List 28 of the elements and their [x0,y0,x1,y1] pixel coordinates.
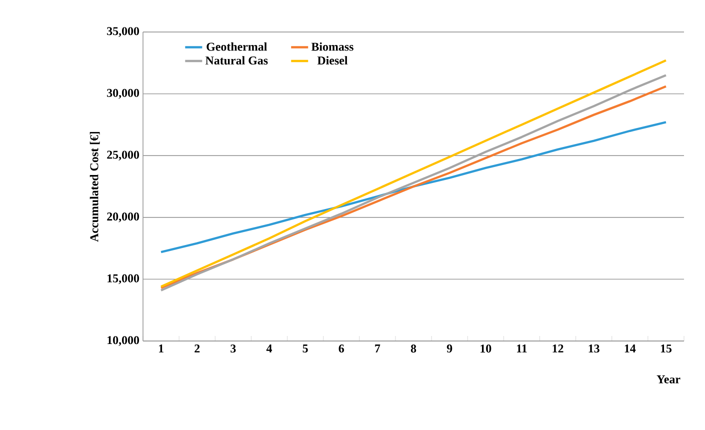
y-tick-label: 30,000 [107,88,140,99]
x-tick-label: 15 [660,344,672,353]
y-tick-label: 20,000 [107,212,140,222]
x-tick-label: 3 [230,344,236,353]
x-tick-label: 7 [375,344,380,352]
x-tick-label: 4 [266,344,272,352]
x-tick-label: 8 [410,344,416,353]
x-tick-label: 10 [480,344,492,353]
line-series [160,121,668,254]
legend-label: Diesel [317,56,348,65]
legend-label: Geothermal [206,42,267,51]
legend-label: Natural Gas [205,56,268,65]
x-tick-label: 12 [552,344,564,352]
y-tick-label: 10,000 [108,336,140,346]
y-tick-label: 35,000 [107,27,140,37]
y-tick-label: 15,000 [108,274,140,284]
x-tick-label: 2 [194,344,200,352]
x-tick-label: 13 [588,344,600,353]
legend-label: Biomass [311,42,354,51]
x-tick-label: 5 [302,344,308,352]
y-axis-title: Accumulated Cost [€] [90,132,100,242]
x-tick-label: 9 [446,344,452,353]
x-tick-label: 1 [159,344,164,352]
y-tick-label: 25,000 [107,150,140,160]
x-tick-label: 14 [624,344,636,352]
x-axis-title: Year [656,375,680,384]
x-tick-label: 6 [338,344,344,353]
x-tick-label: 11 [517,344,527,352]
